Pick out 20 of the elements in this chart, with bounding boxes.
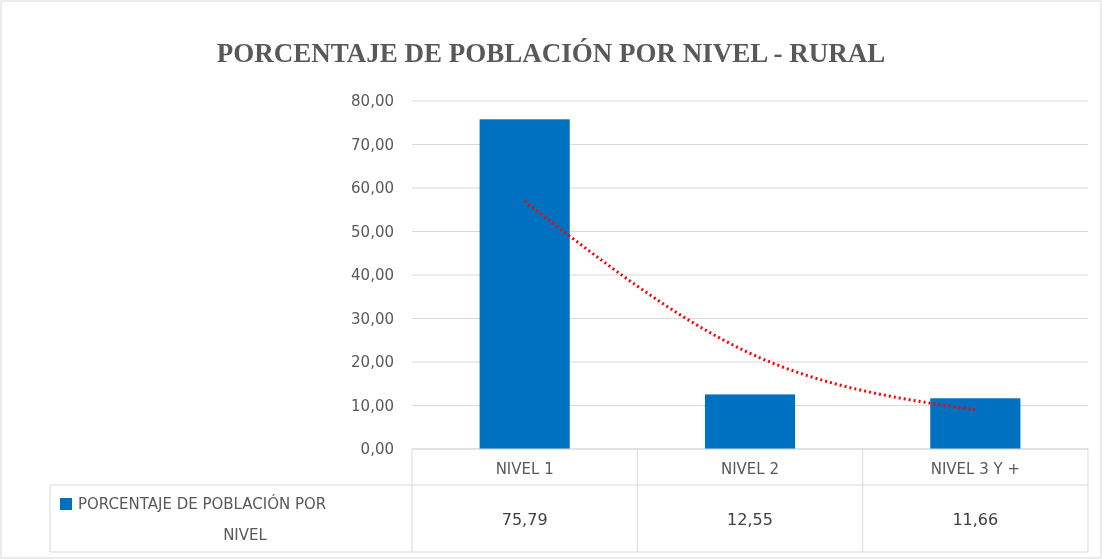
chart-title: PORCENTAJE DE POBLACIÓN POR NIVEL - RURAL (216, 38, 886, 68)
data-label: 75,79 (501, 510, 548, 529)
data-label: 11,66 (952, 510, 999, 529)
y-tick-label: 50,00 (351, 222, 394, 241)
x-tick-label: NIVEL 1 (495, 460, 554, 478)
y-tick-label: 70,00 (351, 135, 394, 154)
y-tick-label: 60,00 (351, 179, 394, 198)
bar (930, 398, 1021, 449)
y-tick-label: 0,00 (360, 440, 394, 459)
y-tick-label: 20,00 (351, 353, 394, 372)
x-tick-label: NIVEL 2 (720, 460, 780, 478)
bar (704, 394, 796, 449)
y-tick-label: 40,00 (351, 266, 394, 285)
y-tick-label: 30,00 (351, 309, 394, 328)
y-tick-label: 10,00 (351, 396, 394, 415)
bar (479, 119, 570, 449)
y-tick-label: 80,00 (351, 92, 394, 111)
legend-label: PORCENTAJE DE POBLACIÓN POR NIVEL (78, 494, 327, 544)
data-label: 12,55 (727, 510, 773, 529)
x-tick-label: NIVEL 3 Y + (930, 460, 1020, 478)
